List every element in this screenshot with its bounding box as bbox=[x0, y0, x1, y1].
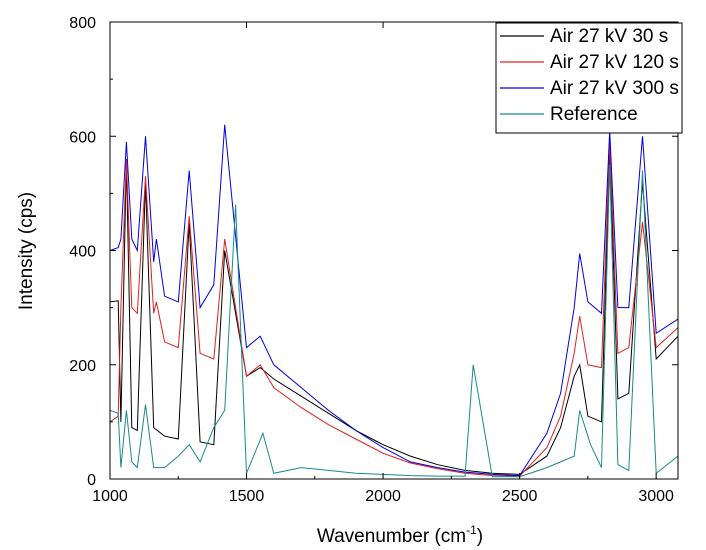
series-line-3 bbox=[109, 124, 679, 477]
y-axis-title: Intensity (cps) bbox=[16, 192, 37, 310]
x-tick-label: 2500 bbox=[502, 488, 538, 505]
series-line-4 bbox=[109, 164, 679, 478]
legend-label-4: Reference bbox=[550, 104, 638, 125]
y-tick-label: 200 bbox=[69, 358, 96, 375]
x-axis-title: Wavenumber (cm-1) bbox=[317, 523, 483, 547]
x-axis: 1000 1500 2000 2500 3000 bbox=[92, 22, 674, 505]
x-tick-label: 1000 bbox=[92, 488, 128, 505]
series-line-1 bbox=[109, 147, 679, 475]
y-tick-label: 600 bbox=[69, 129, 96, 146]
y-axis: 0 200 400 600 800 bbox=[69, 15, 678, 489]
legend-label-2: Air 27 kV 120 s bbox=[550, 52, 679, 73]
y-tick-label: 800 bbox=[69, 15, 96, 32]
legend-label-1: Air 27 kV 30 s bbox=[550, 26, 668, 47]
legend-box bbox=[495, 22, 683, 134]
y-tick-label: 400 bbox=[69, 244, 96, 261]
series-layer bbox=[109, 124, 679, 478]
series-line-2 bbox=[109, 141, 679, 477]
y-tick-label: 0 bbox=[87, 472, 96, 489]
legend-label-3: Air 27 kV 300 s bbox=[550, 78, 679, 99]
legend: Air 27 kV 30 s Air 27 kV 120 s Air 27 kV 3… bbox=[495, 22, 683, 134]
x-tick-label: 1500 bbox=[229, 488, 265, 505]
x-tick-label: 3000 bbox=[638, 488, 674, 505]
x-tick-label: 2000 bbox=[365, 488, 401, 505]
